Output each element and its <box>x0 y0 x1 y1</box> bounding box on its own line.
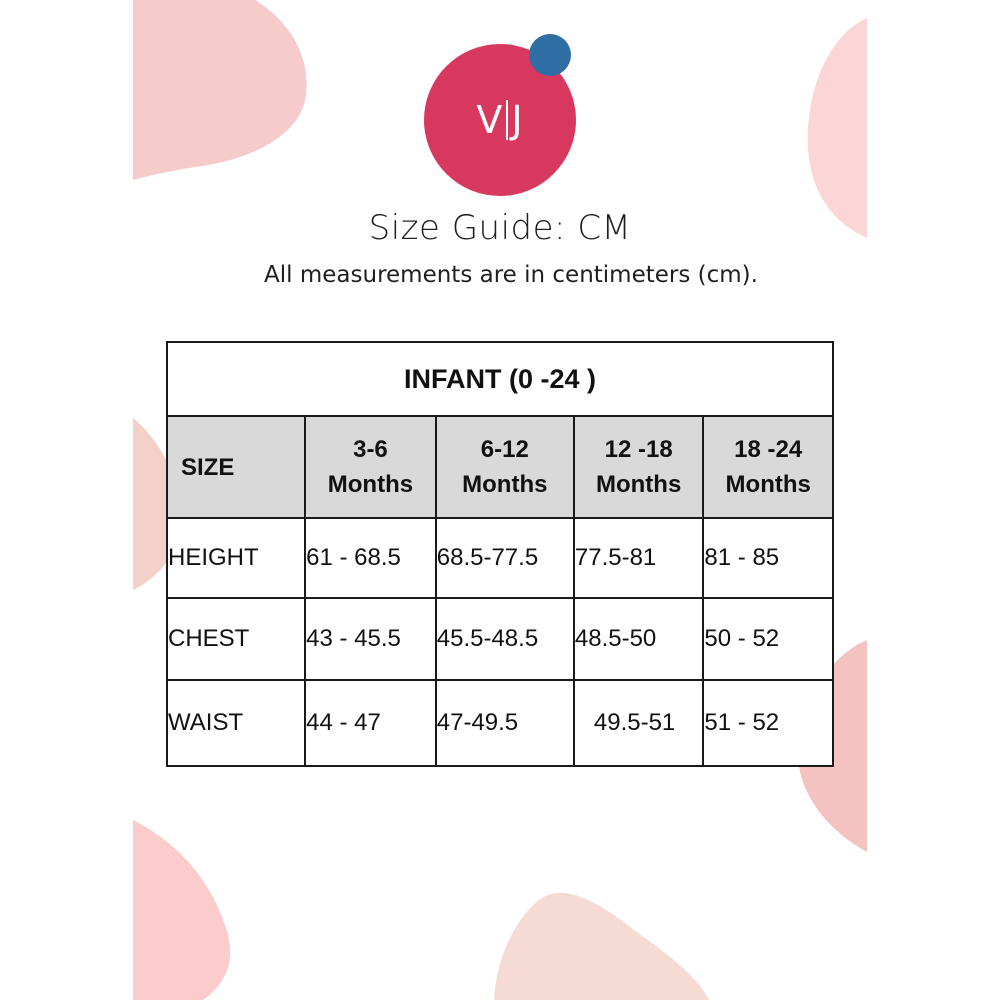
column-header-18-24-months: 18 -24 Months <box>702 415 834 519</box>
table-cell: 50 - 52 <box>702 597 834 681</box>
row-label: HEIGHT <box>165 517 307 599</box>
column-header-unit: Months <box>462 471 548 498</box>
column-header-12-18-months: 12 -18 Months <box>572 415 705 519</box>
table-cell: 45.5-48.5 <box>434 597 575 681</box>
column-header-6-12-months: 6-12 Months <box>434 415 575 519</box>
table-row-chest: CHEST 43 - 45.5 45.5-48.5 48.5-50 50 - 5… <box>165 597 834 681</box>
decorative-blob-top-right <box>803 18 867 240</box>
table-title: INFANT (0 -24 ) <box>166 341 834 417</box>
table-row-height: HEIGHT 61 - 68.5 68.5-77.5 77.5-81 81 - … <box>165 517 834 599</box>
page-subtitle: All measurements are in centimeters (cm)… <box>264 262 758 288</box>
table-cell: 44 - 47 <box>304 679 437 767</box>
table-cell: 51 - 52 <box>702 679 834 767</box>
column-header-unit: Months <box>595 471 682 498</box>
table-cell: 61 - 68.5 <box>304 517 437 599</box>
size-chart-table: INFANT (0 -24 ) SIZE 3-6 Months 6-12 Mon… <box>165 341 834 767</box>
column-header-unit: Months <box>327 471 414 498</box>
column-header-size: SIZE <box>165 415 307 519</box>
row-label: WAIST <box>165 679 307 767</box>
decorative-blob-bottom-left <box>133 820 243 1000</box>
column-header-3-6-months: 3-6 Months <box>304 415 437 519</box>
column-header-range: 3-6 <box>353 436 388 463</box>
column-header-range: 18 -24 <box>734 436 803 463</box>
column-header-range: 6-12 <box>480 436 529 463</box>
logo-letter-v: V <box>476 98 504 142</box>
decorative-blob-top-left <box>133 0 313 185</box>
column-header-range: 12 -18 <box>604 436 673 463</box>
page-title: Size Guide: CM <box>368 208 632 248</box>
table-cell: 68.5-77.5 <box>434 517 575 599</box>
table-cell: 49.5-51 <box>572 679 705 767</box>
table-cell: 81 - 85 <box>702 517 834 599</box>
table-row-waist: WAIST 44 - 47 47-49.5 49.5-51 51 - 52 <box>165 679 834 767</box>
table-cell: 47-49.5 <box>434 679 575 767</box>
table-cell: 48.5-50 <box>572 597 705 681</box>
decorative-blob-bottom-center <box>494 890 774 1000</box>
row-label: CHEST <box>165 597 307 681</box>
table-cell: 77.5-81 <box>572 517 705 599</box>
table-header-row: SIZE 3-6 Months 6-12 Months 12 -18 Month… <box>165 415 834 519</box>
logo-divider <box>506 100 509 140</box>
column-header-unit: Months <box>725 471 811 498</box>
logo-letter-j: J <box>511 98 524 142</box>
table-cell: 43 - 45.5 <box>304 597 437 681</box>
brand-logo-text: V J <box>424 44 576 196</box>
brand-logo-dot <box>529 34 571 76</box>
